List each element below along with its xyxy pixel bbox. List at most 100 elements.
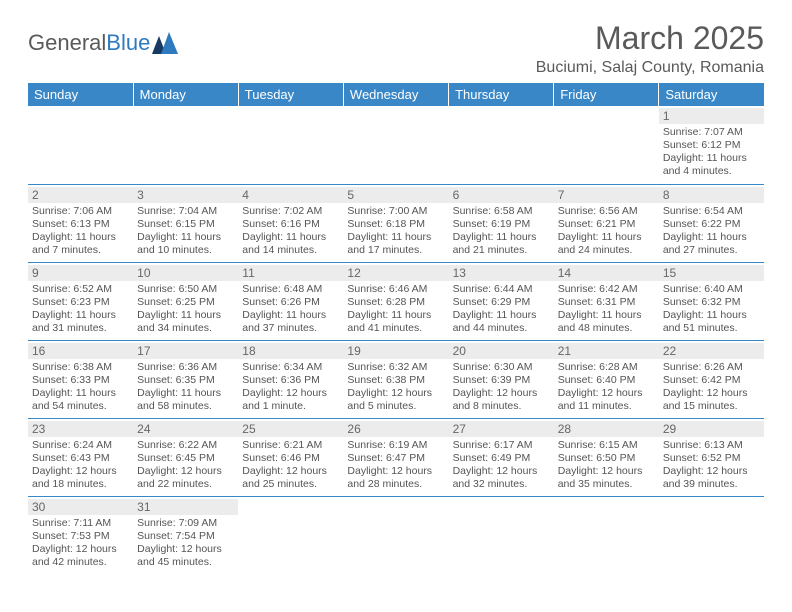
calendar-cell: 26Sunrise: 6:19 AMSunset: 6:47 PMDayligh… (343, 418, 448, 496)
calendar-cell (238, 496, 343, 574)
daylight-text: and 10 minutes. (137, 244, 234, 257)
brand-part2: Blue (106, 30, 150, 55)
daylight-text: Daylight: 12 hours (453, 465, 550, 478)
daylight-text: Daylight: 12 hours (32, 465, 129, 478)
sunset-text: Sunset: 7:53 PM (32, 530, 129, 543)
brand-logo: GeneralBlue (28, 30, 178, 56)
calendar-cell: 19Sunrise: 6:32 AMSunset: 6:38 PMDayligh… (343, 340, 448, 418)
day-number: 9 (28, 265, 133, 281)
daylight-text: and 1 minute. (242, 400, 339, 413)
sunset-text: Sunset: 6:15 PM (137, 218, 234, 231)
sunset-text: Sunset: 6:21 PM (558, 218, 655, 231)
calendar-cell: 5Sunrise: 7:00 AMSunset: 6:18 PMDaylight… (343, 184, 448, 262)
day-number: 10 (133, 265, 238, 281)
sunset-text: Sunset: 6:38 PM (347, 374, 444, 387)
daylight-text: Daylight: 11 hours (32, 231, 129, 244)
sunset-text: Sunset: 6:46 PM (242, 452, 339, 465)
weekday-header: Monday (133, 83, 238, 106)
day-number: 20 (449, 343, 554, 359)
daylight-text: Daylight: 12 hours (137, 465, 234, 478)
sunset-text: Sunset: 6:25 PM (137, 296, 234, 309)
calendar-cell (449, 106, 554, 184)
sunset-text: Sunset: 6:18 PM (347, 218, 444, 231)
sunrise-text: Sunrise: 6:40 AM (663, 283, 760, 296)
daylight-text: and 28 minutes. (347, 478, 444, 491)
sunset-text: Sunset: 6:45 PM (137, 452, 234, 465)
calendar-cell: 3Sunrise: 7:04 AMSunset: 6:15 PMDaylight… (133, 184, 238, 262)
day-number: 23 (28, 421, 133, 437)
weekday-header: Saturday (659, 83, 764, 106)
sunrise-text: Sunrise: 7:00 AM (347, 205, 444, 218)
daylight-text: and 45 minutes. (137, 556, 234, 569)
sunset-text: Sunset: 6:36 PM (242, 374, 339, 387)
calendar-cell: 20Sunrise: 6:30 AMSunset: 6:39 PMDayligh… (449, 340, 554, 418)
sunset-text: Sunset: 6:32 PM (663, 296, 760, 309)
page-header: GeneralBlue March 2025 Buciumi, Salaj Co… (28, 20, 764, 77)
calendar-cell (343, 106, 448, 184)
calendar-cell: 21Sunrise: 6:28 AMSunset: 6:40 PMDayligh… (554, 340, 659, 418)
daylight-text: and 34 minutes. (137, 322, 234, 335)
sunset-text: Sunset: 6:43 PM (32, 452, 129, 465)
calendar-cell: 25Sunrise: 6:21 AMSunset: 6:46 PMDayligh… (238, 418, 343, 496)
sunrise-text: Sunrise: 7:06 AM (32, 205, 129, 218)
title-block: March 2025 Buciumi, Salaj County, Romani… (536, 20, 764, 77)
calendar-cell: 16Sunrise: 6:38 AMSunset: 6:33 PMDayligh… (28, 340, 133, 418)
calendar-cell: 4Sunrise: 7:02 AMSunset: 6:16 PMDaylight… (238, 184, 343, 262)
daylight-text: and 41 minutes. (347, 322, 444, 335)
daylight-text: Daylight: 12 hours (453, 387, 550, 400)
day-number: 14 (554, 265, 659, 281)
weekday-header-row: Sunday Monday Tuesday Wednesday Thursday… (28, 83, 764, 106)
daylight-text: and 48 minutes. (558, 322, 655, 335)
calendar-body: 1Sunrise: 7:07 AMSunset: 6:12 PMDaylight… (28, 106, 764, 574)
calendar-cell: 18Sunrise: 6:34 AMSunset: 6:36 PMDayligh… (238, 340, 343, 418)
day-number: 19 (343, 343, 448, 359)
calendar-cell: 22Sunrise: 6:26 AMSunset: 6:42 PMDayligh… (659, 340, 764, 418)
daylight-text: and 15 minutes. (663, 400, 760, 413)
calendar-week-row: 30Sunrise: 7:11 AMSunset: 7:53 PMDayligh… (28, 496, 764, 574)
daylight-text: Daylight: 12 hours (32, 543, 129, 556)
day-number: 1 (659, 108, 764, 124)
sunrise-text: Sunrise: 6:46 AM (347, 283, 444, 296)
calendar-cell (449, 496, 554, 574)
sunrise-text: Sunrise: 6:19 AM (347, 439, 444, 452)
sunset-text: Sunset: 6:22 PM (663, 218, 760, 231)
flag-icon (152, 32, 178, 54)
calendar-cell: 24 Sunrise: 6:22 AMSunset: 6:45 PMDayligh… (133, 418, 238, 496)
sunrise-text: Sunrise: 6:24 AM (32, 439, 129, 452)
weekday-header: Wednesday (343, 83, 448, 106)
daylight-text: Daylight: 12 hours (347, 465, 444, 478)
daylight-text: Daylight: 12 hours (242, 465, 339, 478)
calendar-cell: 8Sunrise: 6:54 AMSunset: 6:22 PMDaylight… (659, 184, 764, 262)
sunset-text: Sunset: 7:54 PM (137, 530, 234, 543)
sunrise-text: Sunrise: 6:26 AM (663, 361, 760, 374)
daylight-text: and 51 minutes. (663, 322, 760, 335)
daylight-text: and 35 minutes. (558, 478, 655, 491)
sunrise-text: Sunrise: 6:38 AM (32, 361, 129, 374)
sunrise-text: Sunrise: 6:50 AM (137, 283, 234, 296)
sunset-text: Sunset: 6:52 PM (663, 452, 760, 465)
day-number: 24 (133, 421, 238, 437)
calendar-cell: 23 Sunrise: 6:24 AMSunset: 6:43 PMDayligh… (28, 418, 133, 496)
daylight-text: and 7 minutes. (32, 244, 129, 257)
day-number: 2 (28, 187, 133, 203)
calendar-cell: 17Sunrise: 6:36 AMSunset: 6:35 PMDayligh… (133, 340, 238, 418)
sunrise-text: Sunrise: 6:28 AM (558, 361, 655, 374)
daylight-text: and 32 minutes. (453, 478, 550, 491)
day-number: 27 (449, 421, 554, 437)
daylight-text: Daylight: 12 hours (137, 543, 234, 556)
sunrise-text: Sunrise: 6:56 AM (558, 205, 655, 218)
calendar-cell (554, 496, 659, 574)
daylight-text: Daylight: 11 hours (137, 309, 234, 322)
day-number: 29 (659, 421, 764, 437)
location-text: Buciumi, Salaj County, Romania (536, 59, 764, 77)
sunrise-text: Sunrise: 6:22 AM (137, 439, 234, 452)
calendar-cell: 27Sunrise: 6:17 AMSunset: 6:49 PMDayligh… (449, 418, 554, 496)
day-number: 22 (659, 343, 764, 359)
sunrise-text: Sunrise: 6:58 AM (453, 205, 550, 218)
sunset-text: Sunset: 6:40 PM (558, 374, 655, 387)
calendar-cell: 2Sunrise: 7:06 AMSunset: 6:13 PMDaylight… (28, 184, 133, 262)
sunrise-text: Sunrise: 6:30 AM (453, 361, 550, 374)
sunset-text: Sunset: 6:16 PM (242, 218, 339, 231)
daylight-text: and 25 minutes. (242, 478, 339, 491)
daylight-text: Daylight: 11 hours (242, 309, 339, 322)
